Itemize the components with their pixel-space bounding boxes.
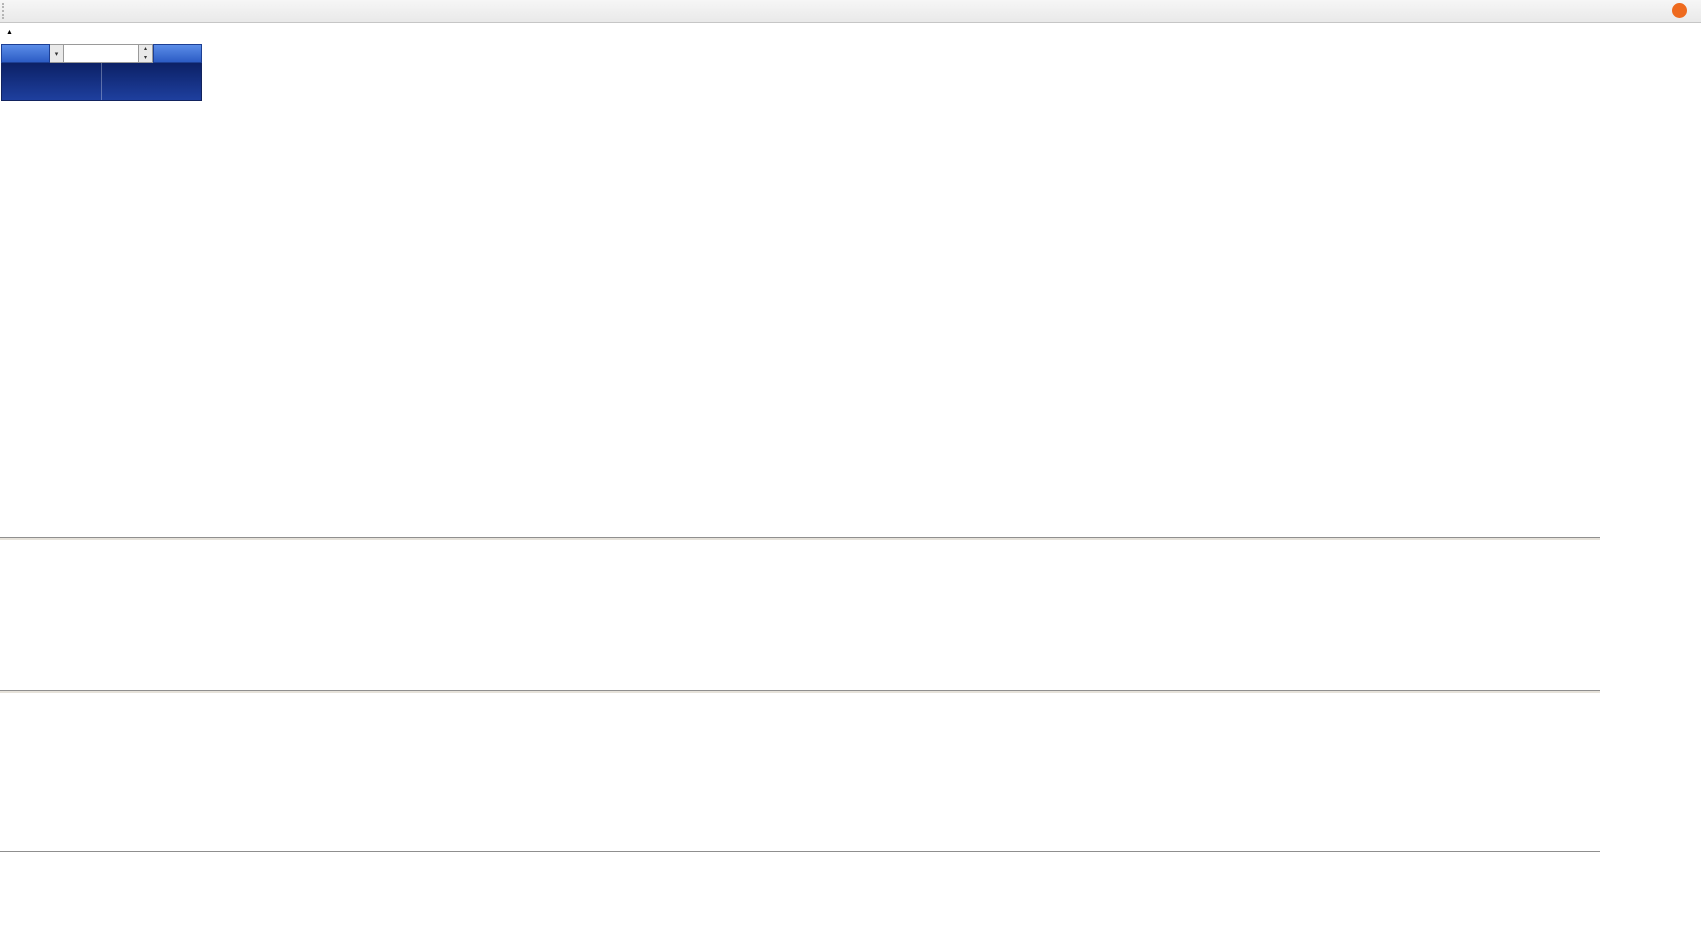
panel-separator[interactable] bbox=[0, 690, 1600, 694]
one-click-trading-panel: ▾ ▴ ▾ bbox=[1, 44, 202, 101]
time-axis[interactable] bbox=[0, 854, 1600, 870]
toolbar-grip[interactable] bbox=[2, 3, 10, 19]
rsi-panel[interactable] bbox=[0, 694, 1600, 851]
bid-price[interactable] bbox=[2, 63, 102, 100]
macd-panel[interactable] bbox=[0, 541, 1600, 690]
volume-input[interactable] bbox=[64, 46, 138, 61]
panel-separator[interactable] bbox=[0, 537, 1600, 541]
axis-separator bbox=[0, 851, 1600, 852]
macd-scale[interactable] bbox=[1544, 541, 1694, 690]
rsi-scale[interactable] bbox=[1544, 694, 1694, 851]
caret-down-icon: ▾ bbox=[54, 50, 59, 58]
volume-dropdown[interactable]: ▾ bbox=[50, 44, 64, 63]
buy-button[interactable] bbox=[153, 44, 202, 63]
toolbar bbox=[0, 0, 1701, 23]
price-scale[interactable] bbox=[1544, 22, 1694, 537]
price-chart[interactable] bbox=[0, 22, 1600, 537]
triangle-icon: ▲ bbox=[6, 29, 13, 36]
macd-header bbox=[4, 543, 19, 554]
chart-ohlc-header: ▲ bbox=[6, 26, 46, 37]
rsi-header bbox=[4, 696, 14, 707]
caret-down-icon: ▾ bbox=[143, 54, 147, 61]
volume-stepper[interactable]: ▴ ▾ bbox=[139, 44, 153, 63]
sell-button[interactable] bbox=[1, 44, 50, 63]
ask-price[interactable] bbox=[102, 63, 201, 100]
notification-badge[interactable] bbox=[1672, 3, 1687, 18]
caret-up-icon: ▴ bbox=[143, 46, 147, 52]
